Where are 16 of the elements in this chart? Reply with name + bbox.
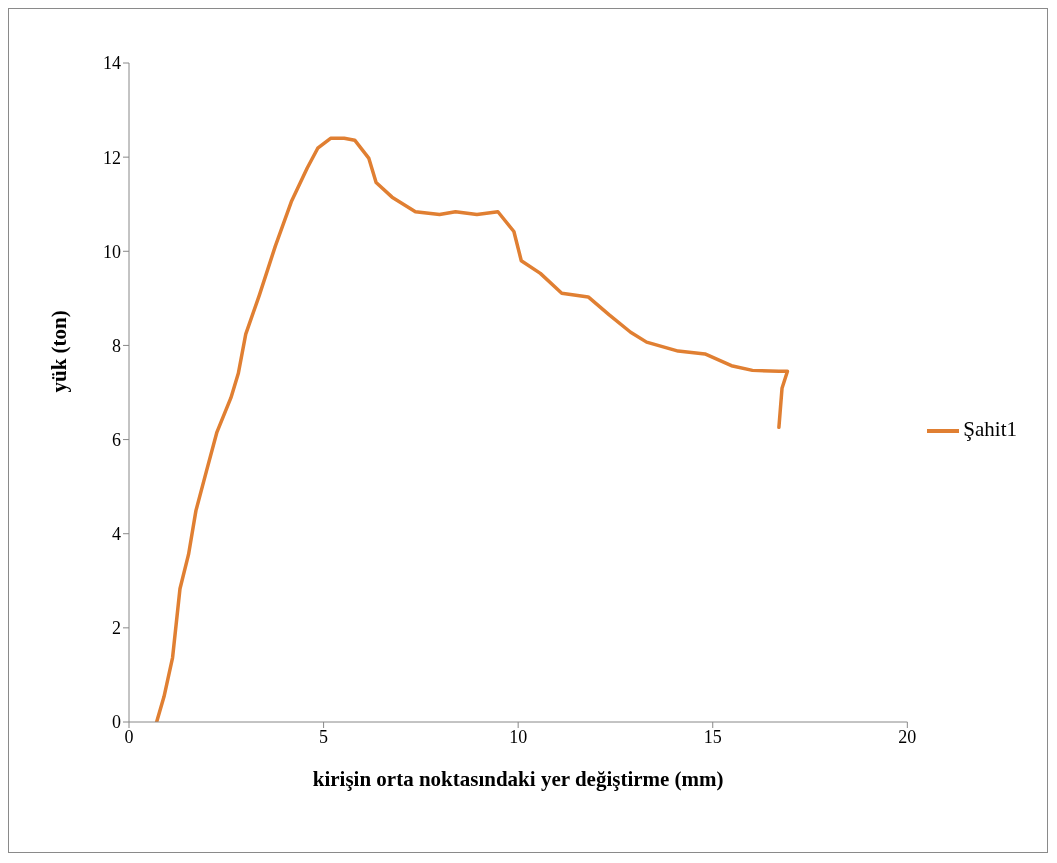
x-tick-label: 20 bbox=[898, 726, 917, 747]
x-tick-label: 15 bbox=[703, 726, 722, 747]
y-tick-label: 6 bbox=[112, 429, 121, 450]
x-tick-label: 10 bbox=[509, 726, 528, 747]
y-tick-label: 4 bbox=[112, 524, 121, 545]
line-series bbox=[154, 136, 790, 722]
x-tick-label: 5 bbox=[319, 726, 329, 747]
y-tick-label: 2 bbox=[112, 618, 121, 639]
y-tick-label: 12 bbox=[103, 147, 121, 168]
y-tick-label: 0 bbox=[112, 712, 121, 733]
y-tick-label: 8 bbox=[112, 335, 121, 356]
y-tick-label: 14 bbox=[103, 53, 121, 74]
legend-label: Şahit1 bbox=[963, 416, 1017, 441]
x-axis-title: kirişin orta noktasındaki yer değiştirme (mm) bbox=[312, 767, 724, 791]
y-axis-title: yük (ton) bbox=[47, 310, 72, 393]
y-tick-label: 10 bbox=[103, 241, 121, 262]
